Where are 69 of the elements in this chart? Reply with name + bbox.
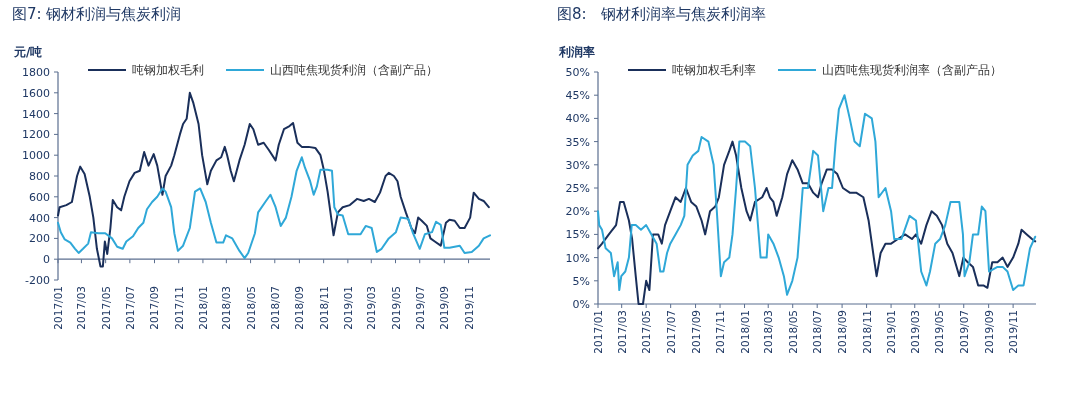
y-tick-label: 1600 bbox=[22, 86, 50, 100]
y-tick-label: 35% bbox=[565, 135, 590, 149]
y-tick-label: 0% bbox=[572, 298, 590, 311]
x-tick-label: 2017/09 bbox=[689, 310, 702, 354]
x-tick-label: 2019/11 bbox=[1007, 310, 1020, 354]
y-tick-label: 50% bbox=[565, 66, 590, 79]
y-tick-label: -200 bbox=[25, 274, 50, 287]
x-tick-label: 2019/07 bbox=[413, 286, 426, 330]
x-tick-label: 2019/11 bbox=[462, 286, 475, 330]
legend-label: 山西吨焦现货利润率（含副产品） bbox=[822, 63, 1002, 77]
x-tick-label: 2019/01 bbox=[885, 310, 898, 354]
x-tick-label: 2019/09 bbox=[438, 286, 451, 330]
x-tick-label: 2018/03 bbox=[220, 286, 233, 330]
legend-label: 吨钢加权毛利率 bbox=[672, 63, 756, 77]
x-tick-label: 2018/03 bbox=[762, 310, 775, 354]
chart-title: 图7: 钢材利润与焦炭利润 bbox=[12, 5, 182, 23]
y-tick-label: 40% bbox=[565, 112, 590, 126]
x-tick-label: 2017/11 bbox=[714, 310, 727, 354]
x-tick-label: 2019/07 bbox=[957, 310, 970, 354]
x-tick-label: 2019/01 bbox=[341, 286, 354, 330]
y-tick-label: 600 bbox=[29, 190, 50, 204]
x-tick-label: 2018/09 bbox=[293, 286, 306, 330]
x-tick-label: 2018/09 bbox=[836, 310, 849, 354]
y-tick-label: 1800 bbox=[22, 66, 50, 79]
y-tick-label: 1000 bbox=[22, 149, 50, 163]
x-tick-label: 2018/05 bbox=[786, 310, 799, 354]
y-axis-title: 利润率 bbox=[558, 45, 595, 59]
x-tick-label: 2017/03 bbox=[75, 286, 88, 330]
x-tick-label: 2018/01 bbox=[738, 310, 751, 354]
y-tick-label: 10% bbox=[565, 251, 590, 265]
line-series bbox=[57, 156, 491, 260]
y-tick-label: 15% bbox=[565, 228, 590, 242]
x-tick-label: 2017/07 bbox=[123, 286, 136, 330]
x-tick-label: 2017/07 bbox=[664, 310, 677, 354]
x-tick-label: 2018/07 bbox=[268, 286, 281, 330]
x-tick-label: 2017/03 bbox=[615, 310, 628, 354]
line-series bbox=[597, 94, 1037, 296]
legend-label: 吨钢加权毛利 bbox=[132, 63, 204, 77]
legend-label: 山西吨焦现货利润（含副产品） bbox=[270, 63, 438, 77]
x-tick-label: 2018/07 bbox=[811, 310, 824, 354]
x-tick-label: 2017/09 bbox=[148, 286, 161, 330]
y-tick-label: 200 bbox=[29, 232, 50, 246]
y-tick-label: 400 bbox=[29, 211, 50, 225]
x-tick-label: 2018/05 bbox=[244, 286, 257, 330]
y-axis-title: 元/吨 bbox=[13, 45, 43, 59]
x-tick-label: 2019/05 bbox=[389, 286, 402, 330]
y-tick-label: 30% bbox=[565, 158, 590, 172]
y-tick-label: 45% bbox=[565, 89, 590, 103]
y-tick-label: 25% bbox=[565, 182, 590, 195]
x-tick-label: 2018/11 bbox=[317, 286, 330, 330]
x-tick-label: 2017/11 bbox=[172, 286, 185, 330]
y-tick-label: 800 bbox=[29, 170, 50, 183]
x-tick-label: 2018/01 bbox=[196, 286, 209, 330]
x-tick-label: 2018/11 bbox=[860, 310, 873, 354]
y-tick-label: 1200 bbox=[22, 128, 50, 142]
x-tick-label: 2019/03 bbox=[908, 310, 921, 354]
y-tick-label: 1400 bbox=[22, 107, 50, 121]
x-tick-label: 2017/05 bbox=[640, 310, 653, 354]
x-tick-label: 2019/09 bbox=[982, 310, 995, 354]
x-tick-label: 2019/05 bbox=[933, 310, 946, 354]
chart-title: 图8: 钢材利润率与焦炭利润率 bbox=[557, 5, 766, 23]
x-tick-label: 2017/05 bbox=[99, 286, 112, 330]
line-series bbox=[57, 91, 490, 268]
y-tick-label: 5% bbox=[572, 274, 590, 288]
y-tick-label: 0 bbox=[43, 253, 50, 267]
x-tick-label: 2017/01 bbox=[592, 310, 604, 354]
y-tick-label: 20% bbox=[565, 205, 590, 219]
x-tick-label: 2019/03 bbox=[365, 286, 378, 330]
x-tick-label: 2017/01 bbox=[52, 286, 64, 330]
